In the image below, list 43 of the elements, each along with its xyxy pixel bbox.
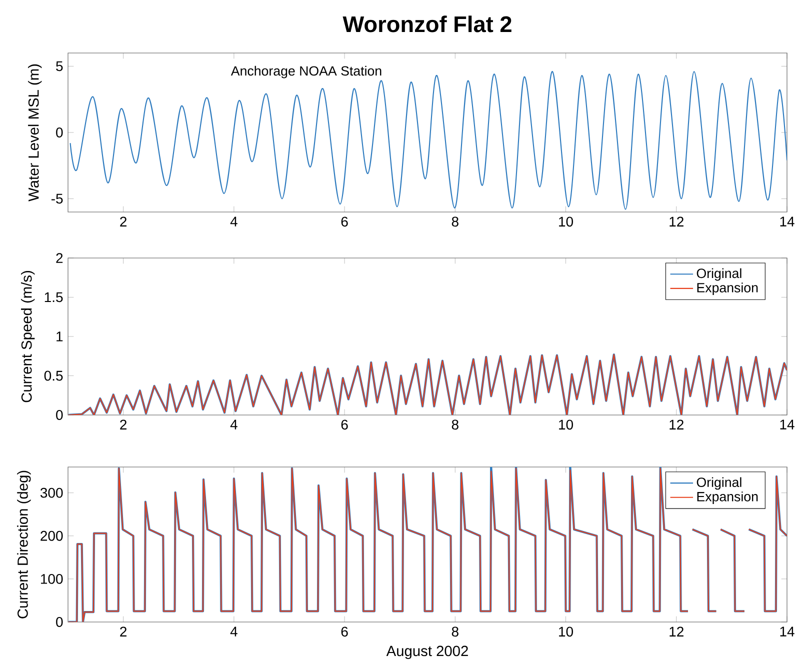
x-tick-label: 10 — [559, 626, 574, 637]
x-tick-label: 6 — [341, 420, 348, 430]
x-tick-label: 14 — [780, 420, 794, 430]
y-tick-label: 100 — [41, 574, 63, 584]
legend-label: Original — [696, 268, 742, 281]
chart-title: Woronzof Flat 2 — [342, 16, 512, 32]
legend-label: Expansion — [697, 492, 758, 504]
x-tick-label: 12 — [670, 626, 684, 636]
x-tick-label: 8 — [452, 420, 458, 430]
y-tick-label: 0.5 — [44, 370, 63, 381]
x-tick-label: 2 — [120, 626, 126, 636]
x-tick-label: 2 — [120, 420, 126, 430]
x-tick-label: 4 — [230, 626, 238, 636]
y-tick-label: 200 — [40, 530, 63, 541]
x-tick-label: 10 — [559, 420, 574, 430]
x-tick-label: 12 — [670, 420, 684, 430]
x-axis-title: August 2002 — [386, 646, 468, 660]
y-tick-label: 0 — [56, 128, 63, 138]
x-tick-label: 4 — [230, 216, 238, 226]
y-tick-label: 0 — [56, 617, 63, 627]
y-tick-label: 5 — [56, 61, 63, 72]
annotation: Anchorage NOAA Station — [230, 66, 382, 78]
x-tick-label: 4 — [230, 420, 238, 430]
y-tick-label: 2 — [56, 253, 63, 263]
y-tick-label: 1.5 — [44, 292, 63, 302]
y-axis-title: Current Speed (m/s) — [21, 270, 35, 402]
x-tick-label: 14 — [780, 216, 794, 226]
y-tick-label: 300 — [40, 488, 63, 498]
y-tick-label: 0 — [56, 410, 63, 420]
y-axis-title: Current Direction (deg) — [17, 470, 31, 618]
x-tick-label: 14 — [780, 626, 794, 636]
legend-label: Original — [696, 477, 742, 490]
x-tick-label: 6 — [341, 216, 348, 227]
x-tick-label: 6 — [341, 626, 348, 637]
x-tick-label: 2 — [120, 216, 126, 226]
x-tick-label: 8 — [452, 216, 458, 227]
y-tick-label: -5 — [51, 194, 63, 204]
y-tick-label: 1 — [56, 332, 63, 342]
x-tick-label: 12 — [670, 216, 684, 226]
y-axis-title: Water Level MSL (m) — [28, 64, 42, 202]
legend-label: Expansion — [697, 282, 758, 296]
x-tick-label: 10 — [559, 216, 574, 227]
x-tick-label: 8 — [452, 626, 458, 637]
